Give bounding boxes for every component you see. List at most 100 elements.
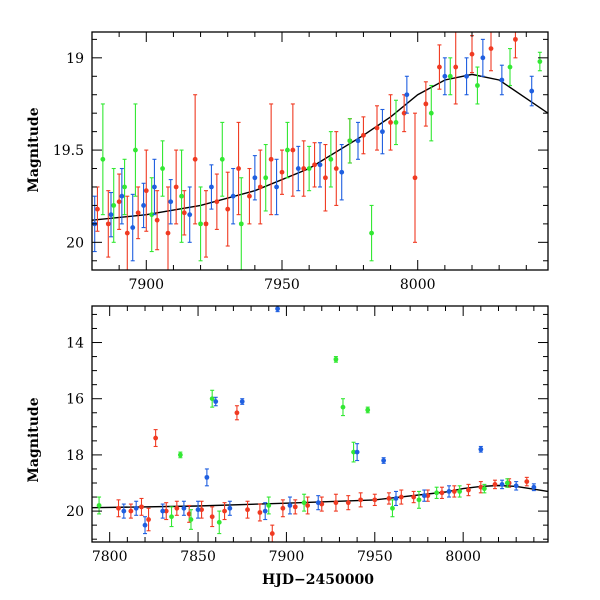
top-red-data-point	[333, 166, 339, 171]
top-red-data-point	[323, 175, 328, 181]
top-red-data-point	[257, 184, 263, 190]
top-plot-area	[92, 32, 548, 270]
top-red-data-point	[203, 221, 209, 227]
bottom-plot-area	[92, 306, 548, 542]
bottom-red-data-point	[116, 505, 121, 511]
bottom-y-axis-title: Magnitude	[26, 397, 42, 482]
bottom-blue-data-point	[421, 493, 427, 499]
bottom-red-data-point	[492, 482, 498, 487]
top-blue-data-point	[230, 193, 236, 199]
top-panel: 7900 7950 8000 19 19.5 20	[53, 31, 549, 293]
top-red-data-point	[181, 210, 187, 216]
top-red-data-point	[374, 125, 380, 131]
bottom-red-data-point	[209, 514, 215, 520]
bottom-green-data-point	[365, 407, 371, 413]
bottom-green-data-point	[301, 500, 307, 506]
bottom-red-data-point	[398, 494, 404, 500]
top-plot-frame	[91, 31, 549, 271]
top-blue-data-point	[187, 212, 193, 218]
bottom-green-data-point	[209, 396, 215, 402]
top-green-data-point	[537, 59, 543, 64]
bottom-x-tick-label: 7850	[180, 549, 216, 565]
top-red-data-point	[247, 193, 252, 199]
bottom-red-data-point	[222, 508, 227, 514]
bottom-green-data-point	[266, 503, 272, 508]
bottom-x-tick-label: 7950	[357, 549, 393, 565]
top-red-data-point	[513, 36, 518, 42]
top-blue-data-point	[480, 55, 486, 61]
top-green-data-point	[111, 203, 117, 208]
top-red-data-point	[143, 188, 149, 194]
top-blue-data-point	[464, 73, 469, 79]
top-green-data-point	[447, 73, 453, 79]
bottom-red-data-point	[386, 496, 392, 501]
top-y-tick-label: 20	[66, 235, 84, 251]
top-y-tick-label: 19.5	[53, 143, 84, 159]
top-red-data-point	[401, 110, 407, 116]
top-blue-data-point	[152, 184, 157, 190]
bottom-green-data-point	[216, 519, 222, 525]
bottom-red-data-point	[257, 510, 263, 515]
bottom-blue-data-point	[531, 484, 537, 490]
top-blue-data-point	[355, 138, 361, 144]
top-blue-data-point	[529, 88, 535, 94]
top-red-data-point	[312, 162, 317, 168]
bottom-green-data-point	[457, 489, 463, 494]
top-red-data-point	[165, 230, 171, 236]
top-blue-data-point	[168, 199, 174, 205]
top-blue-data-point	[295, 166, 301, 171]
top-green-data-point	[285, 147, 290, 153]
top-x-tick-label: 7950	[264, 277, 300, 293]
top-blue-data-point	[274, 184, 279, 190]
bottom-red-data-point	[345, 500, 351, 506]
bottom-red-data-point	[439, 490, 445, 496]
bottom-red-data-point	[524, 479, 530, 484]
bottom-blue-data-point	[204, 474, 210, 480]
bottom-blue-data-point	[239, 399, 245, 404]
bottom-blue-data-point	[142, 522, 148, 528]
bottom-blue-data-point	[133, 505, 139, 511]
bottom-y-tick-label: 16	[66, 392, 84, 408]
top-green-data-point	[347, 138, 353, 144]
bottom-green-data-point	[434, 490, 440, 496]
bottom-blue-data-point	[275, 306, 280, 312]
top-green-data-point	[238, 221, 244, 227]
top-y-axis-title: Magnitude	[26, 107, 42, 192]
top-red-data-point	[423, 101, 429, 107]
bottom-red-data-point	[305, 503, 311, 508]
bottom-x-axis-title: HJD−2450000	[262, 572, 374, 588]
bottom-red-data-point	[451, 489, 457, 494]
bottom-blue-data-point	[478, 446, 484, 452]
bottom-red-data-point	[128, 508, 134, 514]
bottom-blue-data-point	[262, 508, 268, 514]
top-red-data-point	[388, 120, 393, 125]
bottom-red-data-point	[139, 504, 144, 510]
top-red-data-point	[437, 64, 442, 70]
top-x-tick-label: 8000	[400, 277, 436, 293]
bottom-blue-data-point	[354, 449, 360, 455]
top-green-data-point	[263, 175, 269, 181]
top-blue-data-point	[499, 77, 505, 83]
bottom-blue-data-point	[393, 496, 399, 501]
bottom-red-data-point	[234, 410, 240, 416]
top-green-data-point	[428, 110, 434, 116]
top-red-data-point	[279, 169, 285, 175]
top-green-data-point	[149, 212, 155, 218]
top-blue-data-point	[404, 92, 410, 98]
top-green-data-point	[100, 156, 106, 162]
bottom-red-data-point	[163, 508, 169, 514]
bottom-red-data-point	[292, 504, 298, 510]
top-green-data-point	[160, 166, 165, 171]
bottom-blue-data-point	[181, 505, 187, 511]
bottom-blue-data-point	[513, 483, 519, 489]
bottom-y-tick-label: 14	[66, 336, 84, 352]
bottom-green-data-point	[504, 480, 510, 486]
bottom-blue-data-point	[499, 482, 505, 487]
top-green-data-point	[306, 166, 312, 171]
top-green-data-point	[475, 83, 480, 88]
top-blue-data-point	[108, 212, 114, 218]
bottom-model-curve	[92, 484, 548, 509]
top-blue-data-point	[442, 73, 448, 79]
top-red-data-point	[214, 199, 220, 205]
